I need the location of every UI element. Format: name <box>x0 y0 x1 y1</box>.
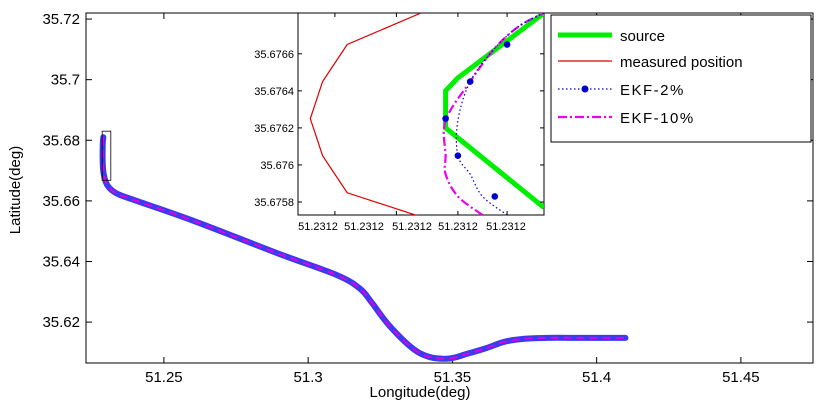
legend-label-measured: measured position <box>620 54 743 71</box>
y-axis-label: Latitude(deg) <box>7 146 24 234</box>
inset-y-tick-label: 35.6766 <box>254 49 294 61</box>
inset-x-tick-label: 51.2312 <box>344 221 384 233</box>
inset-ekf2-marker <box>466 78 474 85</box>
inset-ticks <box>298 13 544 215</box>
inset-x-tick-label: 51.2312 <box>486 221 526 233</box>
y-tick-label: 35.66 <box>42 193 80 210</box>
x-axis-label: Longitude(deg) <box>370 384 471 400</box>
inset-lines <box>309 13 544 215</box>
inset-y-tick-label: 35.6758 <box>254 197 294 209</box>
trajectory-group <box>99 134 629 362</box>
inset-measured-line <box>309 13 422 215</box>
y-tick-label: 35.68 <box>42 132 80 149</box>
legend-box <box>550 14 812 143</box>
inset-y-tick-label: 35.676 <box>260 160 294 172</box>
y-tick-label: 35.72 <box>42 11 80 28</box>
inset-ekf2-marker <box>442 115 449 122</box>
inset-x-tick-label: 51.2312 <box>298 221 338 233</box>
y-tick-label: 35.7 <box>51 72 80 89</box>
y-tick-labels: 35.62 35.64 35.66 35.68 35.7 35.72 <box>42 11 80 331</box>
inset-x-tick-label: 51.2312 <box>438 221 478 233</box>
y-tick-label: 35.64 <box>42 253 80 270</box>
inset-ekf2-line <box>455 13 544 215</box>
inset-x-tick-label: 51.2312 <box>392 221 432 233</box>
inset-x-tick-labels: 51.2312 51.2312 51.2312 51.2312 51.2312 <box>298 221 526 233</box>
legend-label-source: source <box>620 28 665 45</box>
x-tick-labels: 51.25 51.3 51.35 51.4 51.45 <box>145 369 760 386</box>
inset-y-tick-label: 35.6762 <box>254 123 294 135</box>
legend-marker-ekf2 <box>581 85 589 93</box>
legend: source measured position EKF-2% EKF-10% <box>550 14 812 143</box>
x-tick-label: 51.4 <box>582 369 611 386</box>
x-tick-label: 51.3 <box>294 369 323 386</box>
x-tick-label: 51.45 <box>722 369 760 386</box>
inset-y-tick-label: 35.6764 <box>254 86 294 98</box>
zoom-box <box>101 130 112 181</box>
inset-ekf2-marker <box>503 41 511 48</box>
inset-ekf2-marker <box>491 193 499 200</box>
y-tick-label: 35.62 <box>42 314 80 331</box>
legend-label-ekf2: EKF-2% <box>620 82 685 99</box>
x-tick-label: 51.35 <box>434 369 472 386</box>
legend-label-ekf10: EKF-10% <box>620 110 695 127</box>
x-tick-label: 51.25 <box>145 369 183 386</box>
inset-ekf2-marker <box>454 152 462 159</box>
inset-source-line <box>443 13 544 210</box>
trajectory-ekf10-line <box>101 137 626 360</box>
inset-y-tick-labels: 35.6758 35.676 35.6762 35.6764 35.6766 <box>254 49 294 209</box>
